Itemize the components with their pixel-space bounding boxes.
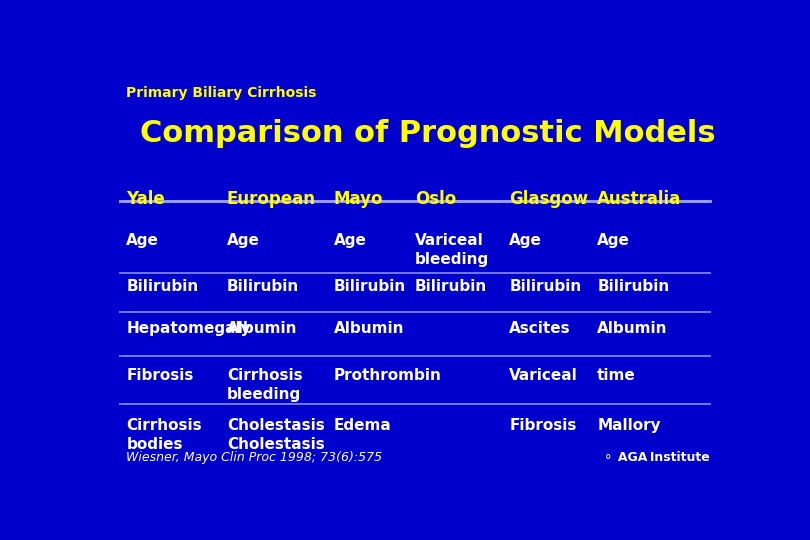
Text: Albumin: Albumin (227, 321, 297, 335)
Text: Comparison of Prognostic Models: Comparison of Prognostic Models (140, 119, 715, 148)
Text: Albumin: Albumin (597, 321, 667, 335)
Text: Ascites: Ascites (509, 321, 571, 335)
Text: Bilirubin: Bilirubin (597, 279, 669, 294)
Text: Bilirubin: Bilirubin (126, 279, 198, 294)
Text: Cirrhosis
bleeding: Cirrhosis bleeding (227, 368, 302, 402)
Text: Australia: Australia (597, 190, 681, 207)
Text: ⚬ AGA Institute: ⚬ AGA Institute (603, 451, 710, 464)
Text: Variceal: Variceal (509, 368, 578, 383)
Text: Cholestasis
Cholestasis: Cholestasis Cholestasis (227, 418, 325, 452)
Text: Age: Age (334, 233, 366, 248)
Text: Mayo: Mayo (334, 190, 383, 207)
Text: Bilirubin: Bilirubin (334, 279, 406, 294)
Text: Edema: Edema (334, 418, 391, 433)
Text: Fibrosis: Fibrosis (509, 418, 577, 433)
Text: Variceal
bleeding: Variceal bleeding (415, 233, 489, 267)
Text: Age: Age (126, 233, 160, 248)
Text: Bilirubin: Bilirubin (227, 279, 299, 294)
Text: Age: Age (227, 233, 260, 248)
Text: Albumin: Albumin (334, 321, 404, 335)
Text: Fibrosis: Fibrosis (126, 368, 194, 383)
Text: European: European (227, 190, 316, 207)
Text: Yale: Yale (126, 190, 165, 207)
Text: time: time (597, 368, 636, 383)
Text: Glasgow: Glasgow (509, 190, 588, 207)
Text: Bilirubin: Bilirubin (415, 279, 488, 294)
Text: Primary Biliary Cirrhosis: Primary Biliary Cirrhosis (126, 85, 317, 99)
Text: Age: Age (597, 233, 630, 248)
Text: Age: Age (509, 233, 542, 248)
Text: Wiesner, Mayo Clin Proc 1998; 73(6):575: Wiesner, Mayo Clin Proc 1998; 73(6):575 (126, 451, 382, 464)
Text: Mallory: Mallory (597, 418, 661, 433)
Text: Cirrhosis
bodies: Cirrhosis bodies (126, 418, 202, 452)
Text: Oslo: Oslo (415, 190, 456, 207)
Text: Prothrombin: Prothrombin (334, 368, 441, 383)
Text: Bilirubin: Bilirubin (509, 279, 582, 294)
Text: Hepatomegaly: Hepatomegaly (126, 321, 251, 335)
